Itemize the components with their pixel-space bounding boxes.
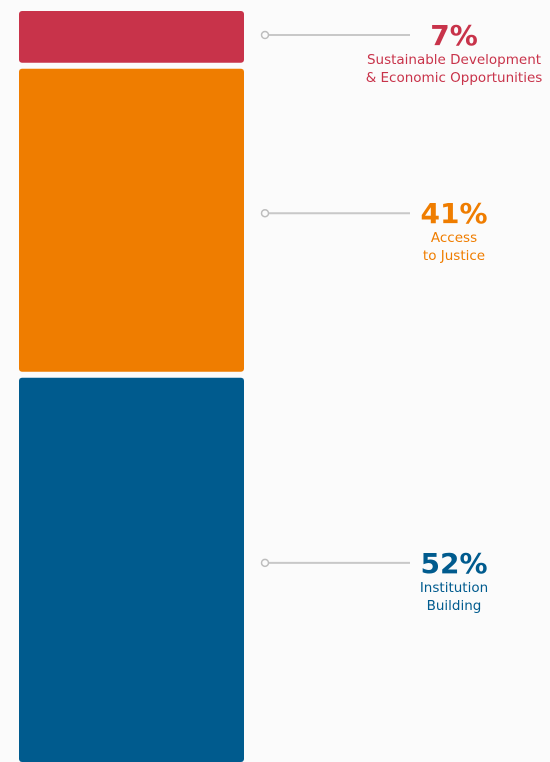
segment-name: Sustainable Development <box>367 52 541 68</box>
connector-dot <box>260 30 270 40</box>
segment-name: to Justice <box>423 248 485 264</box>
connector-dot <box>260 208 270 218</box>
bar-segment <box>19 377 244 762</box>
segment-name: Institution <box>420 580 488 596</box>
value-label: 52% <box>420 547 487 580</box>
bar-segment <box>19 68 244 372</box>
value-label: 41% <box>420 197 487 230</box>
segment-name: & Economic Opportunities <box>366 70 543 86</box>
bar-segment <box>19 11 244 63</box>
segment-name: Access <box>431 230 477 246</box>
connector-dot <box>260 558 270 568</box>
value-label: 7% <box>430 19 478 52</box>
segment-name: Building <box>427 598 482 614</box>
